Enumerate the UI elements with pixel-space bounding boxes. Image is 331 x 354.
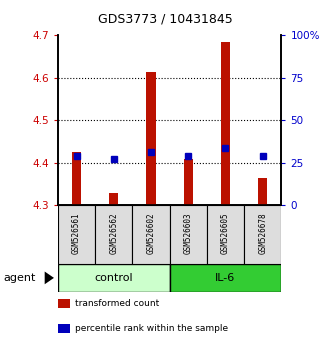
Bar xyxy=(169,205,207,264)
Bar xyxy=(109,193,118,205)
Text: GDS3773 / 10431845: GDS3773 / 10431845 xyxy=(98,12,233,25)
Bar xyxy=(184,159,193,205)
Text: GSM526603: GSM526603 xyxy=(184,212,193,254)
Bar xyxy=(221,42,230,205)
Text: transformed count: transformed count xyxy=(75,299,159,308)
Text: GSM526602: GSM526602 xyxy=(147,212,156,254)
Bar xyxy=(132,205,169,264)
Text: GSM526562: GSM526562 xyxy=(109,212,118,254)
Bar xyxy=(258,178,267,205)
Bar xyxy=(58,324,70,333)
Text: percentile rank within the sample: percentile rank within the sample xyxy=(75,324,228,333)
Text: IL-6: IL-6 xyxy=(215,273,236,283)
Bar xyxy=(58,299,70,308)
Text: agent: agent xyxy=(3,273,36,283)
Text: GSM526605: GSM526605 xyxy=(221,212,230,254)
Bar xyxy=(244,205,281,264)
Bar xyxy=(95,205,132,264)
Bar xyxy=(58,264,169,292)
Bar xyxy=(169,264,281,292)
Bar xyxy=(58,205,95,264)
Bar xyxy=(72,152,81,205)
Text: control: control xyxy=(94,273,133,283)
Text: GSM526678: GSM526678 xyxy=(258,212,267,254)
Text: GSM526561: GSM526561 xyxy=(72,212,81,254)
Bar xyxy=(146,72,156,205)
Bar xyxy=(207,205,244,264)
